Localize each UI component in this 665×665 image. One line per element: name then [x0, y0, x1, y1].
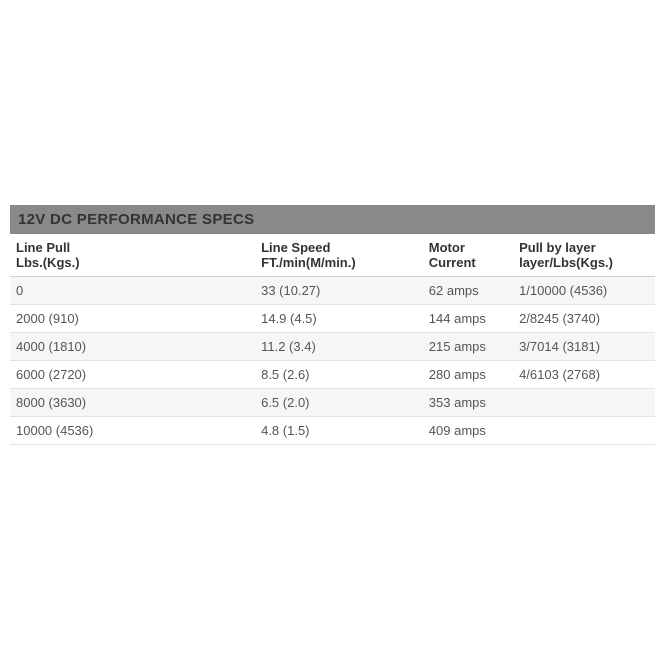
col-header-line2: layer/Lbs(Kgs.) — [519, 255, 613, 270]
col-header-line1: Line Pull — [16, 240, 70, 255]
cell-line-pull: 0 — [10, 277, 255, 305]
col-header-pull-by-layer: Pull by layer layer/Lbs(Kgs.) — [513, 234, 655, 277]
table-header-row: Line Pull Lbs.(Kgs.) Line Speed FT./min(… — [10, 234, 655, 277]
col-header-line1: Motor — [429, 240, 465, 255]
cell-motor-current: 144 amps — [423, 305, 513, 333]
col-header-line1: Pull by layer — [519, 240, 596, 255]
cell-line-pull: 10000 (4536) — [10, 417, 255, 445]
table-body: 0 33 (10.27) 62 amps 1/10000 (4536) 2000… — [10, 277, 655, 445]
table-row: 10000 (4536) 4.8 (1.5) 409 amps — [10, 417, 655, 445]
cell-pull-by-layer: 2/8245 (3740) — [513, 305, 655, 333]
table-row: 6000 (2720) 8.5 (2.6) 280 amps 4/6103 (2… — [10, 361, 655, 389]
col-header-line2: FT./min(M/min.) — [261, 255, 356, 270]
cell-line-speed: 4.8 (1.5) — [255, 417, 423, 445]
spec-table-container: 12V DC PERFORMANCE SPECS Line Pull Lbs.(… — [10, 205, 655, 445]
cell-line-speed: 11.2 (3.4) — [255, 333, 423, 361]
cell-motor-current: 62 amps — [423, 277, 513, 305]
performance-specs-table: Line Pull Lbs.(Kgs.) Line Speed FT./min(… — [10, 234, 655, 445]
table-row: 0 33 (10.27) 62 amps 1/10000 (4536) — [10, 277, 655, 305]
col-header-line2: Current — [429, 255, 476, 270]
col-header-motor-current: Motor Current — [423, 234, 513, 277]
cell-line-speed: 14.9 (4.5) — [255, 305, 423, 333]
cell-motor-current: 215 amps — [423, 333, 513, 361]
col-header-line1: Line Speed — [261, 240, 330, 255]
col-header-line-speed: Line Speed FT./min(M/min.) — [255, 234, 423, 277]
cell-line-pull: 4000 (1810) — [10, 333, 255, 361]
cell-pull-by-layer — [513, 389, 655, 417]
cell-motor-current: 353 amps — [423, 389, 513, 417]
cell-line-pull: 8000 (3630) — [10, 389, 255, 417]
cell-pull-by-layer — [513, 417, 655, 445]
cell-line-speed: 6.5 (2.0) — [255, 389, 423, 417]
table-row: 2000 (910) 14.9 (4.5) 144 amps 2/8245 (3… — [10, 305, 655, 333]
cell-line-speed: 8.5 (2.6) — [255, 361, 423, 389]
cell-pull-by-layer: 4/6103 (2768) — [513, 361, 655, 389]
cell-line-pull: 6000 (2720) — [10, 361, 255, 389]
cell-motor-current: 280 amps — [423, 361, 513, 389]
table-row: 4000 (1810) 11.2 (3.4) 215 amps 3/7014 (… — [10, 333, 655, 361]
cell-line-speed: 33 (10.27) — [255, 277, 423, 305]
table-row: 8000 (3630) 6.5 (2.0) 353 amps — [10, 389, 655, 417]
cell-motor-current: 409 amps — [423, 417, 513, 445]
cell-line-pull: 2000 (910) — [10, 305, 255, 333]
col-header-line2: Lbs.(Kgs.) — [16, 255, 80, 270]
section-title: 12V DC PERFORMANCE SPECS — [10, 205, 655, 234]
cell-pull-by-layer: 1/10000 (4536) — [513, 277, 655, 305]
col-header-line-pull: Line Pull Lbs.(Kgs.) — [10, 234, 255, 277]
cell-pull-by-layer: 3/7014 (3181) — [513, 333, 655, 361]
